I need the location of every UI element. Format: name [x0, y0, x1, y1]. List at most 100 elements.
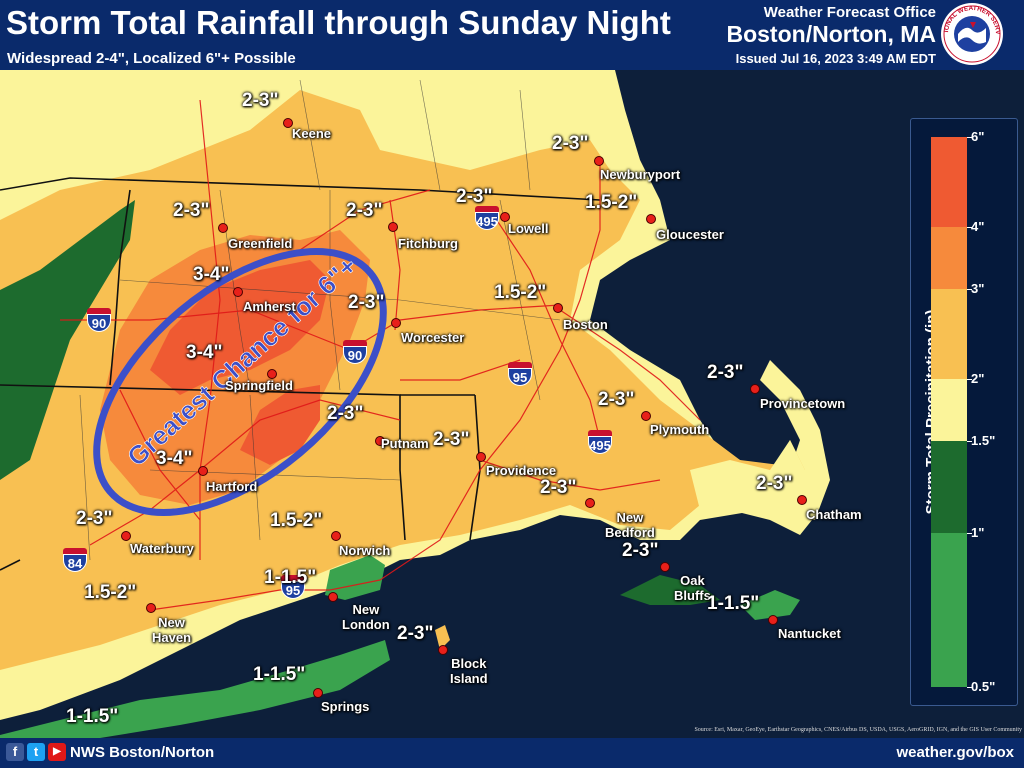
town-dot-boston [553, 303, 563, 313]
town-dot-fitchburg [388, 222, 398, 232]
amount-label-putnam: 2-3" [327, 403, 364, 424]
town-dot-keene [283, 118, 293, 128]
amount-label-providence: 2-3" [433, 429, 470, 450]
town-label-block-island: Block Island [450, 656, 488, 686]
legend: Storm Total Precipitation (in) 6" 4" 3" … [910, 118, 1018, 706]
footer-bar: f t ▶ NWS Boston/Norton weather.gov/box [0, 738, 1024, 768]
highway-shield-i90-west: 90 [84, 308, 114, 336]
legend-label-3: 3" [971, 281, 985, 296]
map-subtitle: Widespread 2-4", Localized 6"+ Possible [7, 50, 296, 67]
legend-tick [967, 379, 972, 380]
town-dot-providence [476, 452, 486, 462]
facebook-icon[interactable]: f [6, 743, 24, 761]
legend-band-1-1-5 [931, 441, 967, 533]
twitter-icon[interactable]: t [27, 743, 45, 761]
legend-band-1-5-2 [931, 379, 967, 441]
cape-cod [690, 440, 812, 535]
road-network [60, 99, 701, 611]
highway-number: 495 [476, 214, 498, 229]
town-label-waterbury: Waterbury [130, 541, 194, 556]
amount-label-provincetown: 2-3" [707, 362, 744, 383]
amount-label-chatham: 2-3" [756, 473, 793, 494]
youtube-icon[interactable]: ▶ [48, 743, 66, 761]
highway-number: 84 [67, 556, 83, 571]
legend-label-6: 6" [971, 129, 985, 144]
block-island [435, 625, 450, 650]
town-label-greenfield: Greenfield [228, 236, 293, 251]
amount-label-oak-bluffs: 2-3" [622, 540, 659, 561]
town-dot-chatham [797, 495, 807, 505]
town-label-oak-bluffs: Oak Bluffs [674, 573, 711, 603]
town-dot-new-haven [146, 603, 156, 613]
amount-label-worcester: 2-3" [348, 292, 385, 313]
amount-label-waterbury: 2-3" [76, 508, 113, 529]
legend-label-1: 1" [971, 525, 985, 540]
town-label-new-haven: New Haven [152, 615, 192, 645]
town-dot-greenfield [218, 223, 228, 233]
legend-label-2: 2" [971, 371, 985, 386]
amount-label-new-bedford: 2-3" [540, 477, 577, 498]
amount-label-newburyport: 2-3" [552, 133, 589, 154]
legend-tick [967, 687, 972, 688]
legend-band-3-4 [931, 227, 967, 289]
town-label-springs: Springs [321, 699, 370, 714]
town-label-plymouth: Plymouth [650, 422, 710, 437]
amount-label-block-island: 2-3" [397, 623, 434, 644]
town-label-amherst: Amherst [243, 299, 296, 314]
highway-number: 95 [285, 583, 301, 598]
amount-label-greenfield: 2-3" [173, 200, 210, 221]
highway-shield-i84: 84 [60, 548, 90, 576]
source-credit: Source: Esri, Maxar, GeoEye, Earthstar G… [694, 727, 1022, 733]
office-label: Weather Forecast Office [763, 4, 936, 21]
highway-number: 95 [512, 370, 528, 385]
website-link[interactable]: weather.gov/box [896, 744, 1014, 761]
office-location: Boston/Norton, MA [726, 21, 936, 47]
amount-label-new-haven: 1.5-2" [84, 582, 137, 603]
town-label-worcester: Worcester [401, 330, 465, 345]
legend-tick [967, 533, 972, 534]
town-dot-hartford [198, 466, 208, 476]
town-label-springfield: Springfield [225, 378, 293, 393]
amount-label-amherst: 3-4" [193, 264, 230, 285]
amount-label-boston: 1.5-2" [494, 282, 547, 303]
legend-tick [967, 289, 972, 290]
legend-label-4: 4" [971, 219, 985, 234]
town-label-lowell: Lowell [508, 221, 549, 236]
legend-band-0-5-1 [931, 533, 967, 687]
town-dot-waterbury [121, 531, 131, 541]
town-label-provincetown: Provincetown [760, 396, 846, 411]
town-dot-provincetown [750, 384, 760, 394]
town-dot-lowell [500, 212, 510, 222]
legend-band-4-6 [931, 137, 967, 227]
highway-number: 495 [589, 438, 611, 453]
rain-low-long-island [0, 640, 390, 740]
highway-number: 90 [347, 348, 363, 363]
legend-tick [967, 137, 972, 138]
highway-number: 90 [91, 316, 107, 331]
legend-band-2-3 [931, 289, 967, 379]
highway-shield-i90-east: 90 [340, 340, 370, 368]
town-label-hartford: Hartford [206, 479, 258, 494]
town-dot-norwich [331, 531, 341, 541]
highway-shield-i95-ct: 95 [278, 575, 308, 603]
amount-label-springs: 1-1.5" [253, 664, 306, 685]
amount-label-norwich: 1.5-2" [270, 510, 323, 531]
town-label-keene: Keene [292, 126, 332, 141]
town-label-fitchburg: Fitchburg [398, 236, 458, 251]
town-dot-worcester [391, 318, 401, 328]
highlight-ellipse [93, 248, 387, 516]
rain-4-6-core-2 [240, 385, 320, 465]
town-label-providence: Providence [486, 463, 557, 478]
town-dot-springs [313, 688, 323, 698]
legend-label-0-5: 0.5" [971, 679, 996, 694]
nws-seal-icon: NATIONAL WEATHER SERVICE [940, 2, 1003, 65]
town-label-gloucester: Gloucester [656, 227, 724, 242]
legend-tick [967, 227, 972, 228]
town-dot-putnam [375, 436, 385, 446]
nws-handle[interactable]: NWS Boston/Norton [70, 744, 215, 761]
amount-label-new-london: 1-1.5" [264, 567, 317, 588]
amount-label-keene: 2-3" [242, 90, 279, 111]
rain-low-ct-coast [325, 555, 385, 600]
